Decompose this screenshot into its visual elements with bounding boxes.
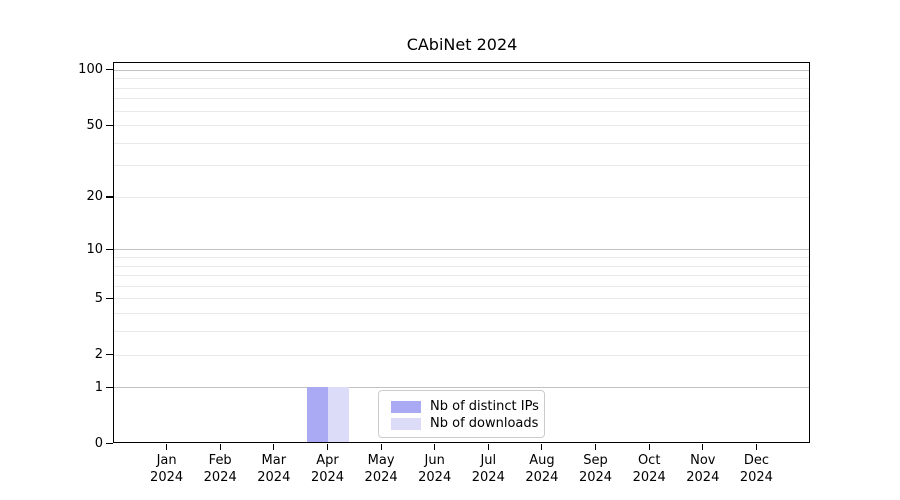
x-tick-label: Jan 2024 <box>135 452 199 486</box>
x-tick-label: Nov 2024 <box>671 452 735 486</box>
x-label-year: 2024 <box>310 469 345 485</box>
x-label-year: 2024 <box>257 469 291 485</box>
legend-swatch-distinct-ips <box>391 400 421 413</box>
x-label-month: Nov <box>690 452 716 468</box>
y-tick-label: 10 <box>86 241 103 257</box>
x-tick-label: Oct 2024 <box>617 452 681 486</box>
x-tick <box>487 443 489 450</box>
x-tick <box>273 443 275 450</box>
x-label-month: May <box>367 452 395 468</box>
y-tick-label: 50 <box>86 117 103 133</box>
y-tick <box>106 248 113 250</box>
x-label-year: 2024 <box>525 469 559 485</box>
y-tick <box>106 69 113 71</box>
x-label-month: Dec <box>743 452 769 468</box>
x-label-month: Oct <box>637 452 661 468</box>
legend-swatch-downloads <box>391 417 421 430</box>
y-tick-label: 2 <box>94 347 103 362</box>
y-tick <box>106 124 113 126</box>
x-tick <box>755 443 757 450</box>
x-tick-label: Jun 2024 <box>403 452 467 486</box>
y-tick <box>106 196 113 198</box>
x-tick-label: Mar 2024 <box>242 452 306 486</box>
x-label-year: 2024 <box>471 469 505 485</box>
x-tick-label: Sep 2024 <box>564 452 628 486</box>
x-tick <box>219 443 221 450</box>
y-tick-label: 5 <box>94 290 103 306</box>
x-label-month: Sep <box>583 452 608 468</box>
chart-title: CAbiNet 2024 <box>406 35 518 54</box>
x-tick-label: Apr 2024 <box>296 452 360 486</box>
y-tick <box>106 443 113 445</box>
x-label-year: 2024 <box>739 469 773 485</box>
x-label-year: 2024 <box>686 469 720 485</box>
x-tick <box>326 443 329 450</box>
plot-area <box>113 62 810 443</box>
x-label-month: Jul <box>480 452 497 468</box>
legend-label-distinct-ips: Nb of distinct IPs <box>430 399 539 414</box>
legend-label-downloads: Nb of downloads <box>430 416 539 431</box>
x-tick <box>541 443 543 450</box>
x-tick-label: Dec 2024 <box>724 452 788 486</box>
legend: Nb of distinct IPs Nb of downloads <box>378 390 545 438</box>
x-label-year: 2024 <box>364 469 398 485</box>
x-label-month: Jan <box>156 452 177 468</box>
x-tick-label: May 2024 <box>349 452 413 486</box>
y-tick-label: 0 <box>94 436 103 451</box>
y-tick <box>106 386 113 389</box>
y-tick <box>106 354 113 356</box>
x-label-month: Apr <box>316 452 339 468</box>
x-tick <box>380 443 382 450</box>
x-tick <box>166 443 168 450</box>
y-tick <box>106 297 113 300</box>
legend-item-distinct-ips: Nb of distinct IPs <box>391 398 539 415</box>
x-label-year: 2024 <box>150 469 184 485</box>
y-tick-label: 1 <box>94 379 103 395</box>
x-label-year: 2024 <box>418 469 452 485</box>
x-label-year: 2024 <box>578 469 613 485</box>
x-tick <box>594 443 597 450</box>
x-label-month: Mar <box>261 452 287 468</box>
x-tick-label: Aug 2024 <box>510 452 574 486</box>
y-tick-label: 20 <box>86 189 103 205</box>
legend-item-downloads: Nb of downloads <box>391 415 538 432</box>
x-label-year: 2024 <box>632 469 666 485</box>
x-label-month: Feb <box>208 452 232 468</box>
x-tick-label: Feb 2024 <box>188 452 252 486</box>
x-label-year: 2024 <box>203 469 237 485</box>
x-label-month: Jun <box>424 452 445 468</box>
x-label-month: Aug <box>529 452 555 468</box>
x-tick <box>702 443 704 450</box>
x-tick <box>648 443 650 450</box>
x-tick-label: Jul 2024 <box>456 452 520 486</box>
x-tick <box>434 443 436 450</box>
y-tick-label: 100 <box>78 62 103 78</box>
